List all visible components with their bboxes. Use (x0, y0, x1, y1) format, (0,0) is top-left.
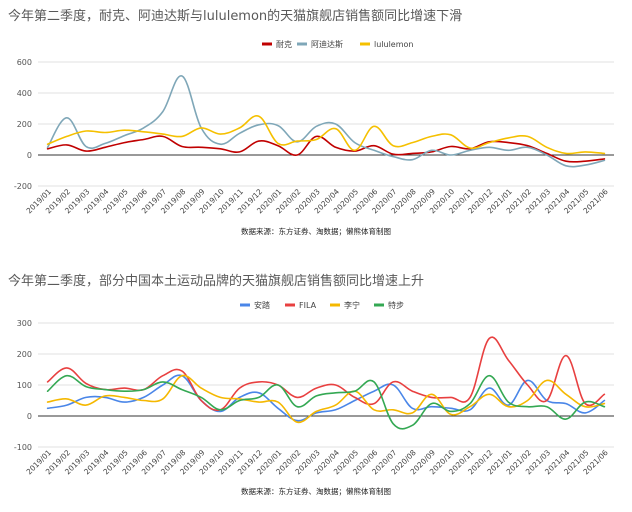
legend-label: 安踏 (254, 300, 270, 310)
y-tick-label: -100 (14, 443, 32, 452)
y-tick-label: 100 (17, 381, 32, 390)
y-tick-label: 200 (17, 350, 32, 359)
y-tick-label: 300 (17, 319, 32, 328)
series-line (46, 374, 606, 424)
series-line (46, 374, 606, 430)
series-line (46, 135, 606, 163)
series-line (46, 75, 606, 168)
series-line (46, 336, 606, 412)
legend-label: FILA (299, 301, 317, 310)
legend-label: 耐克 (276, 39, 292, 49)
source-note: 数据来源：东方证券、淘数据；懒熊体育制图 (241, 486, 391, 496)
series-line (46, 115, 606, 155)
legend-label: 特步 (388, 300, 404, 310)
legend-label: lululemon (374, 40, 414, 49)
legend-label: 李宁 (344, 300, 360, 310)
legend-label: 阿迪达斯 (311, 39, 343, 49)
chart-title: 今年第二季度，耐克、阿迪达斯与lululemon的天猫旗舰店销售额同比增速下滑 (8, 8, 462, 24)
chart-1: 今年第二季度，耐克、阿迪达斯与lululemon的天猫旗舰店销售额同比增速下滑耐… (8, 8, 614, 236)
y-tick-label: 0 (27, 412, 32, 421)
y-tick-label: -200 (14, 182, 32, 191)
y-tick-label: 0 (27, 151, 32, 160)
chart-title: 今年第二季度，部分中国本土运动品牌的天猫旗舰店销售额同比增速上升 (8, 273, 424, 289)
y-tick-label: 600 (17, 58, 32, 67)
y-tick-label: 400 (17, 89, 32, 98)
source-note: 数据来源：东方证券、淘数据；懒熊体育制图 (241, 226, 391, 236)
y-tick-label: 200 (17, 120, 32, 129)
